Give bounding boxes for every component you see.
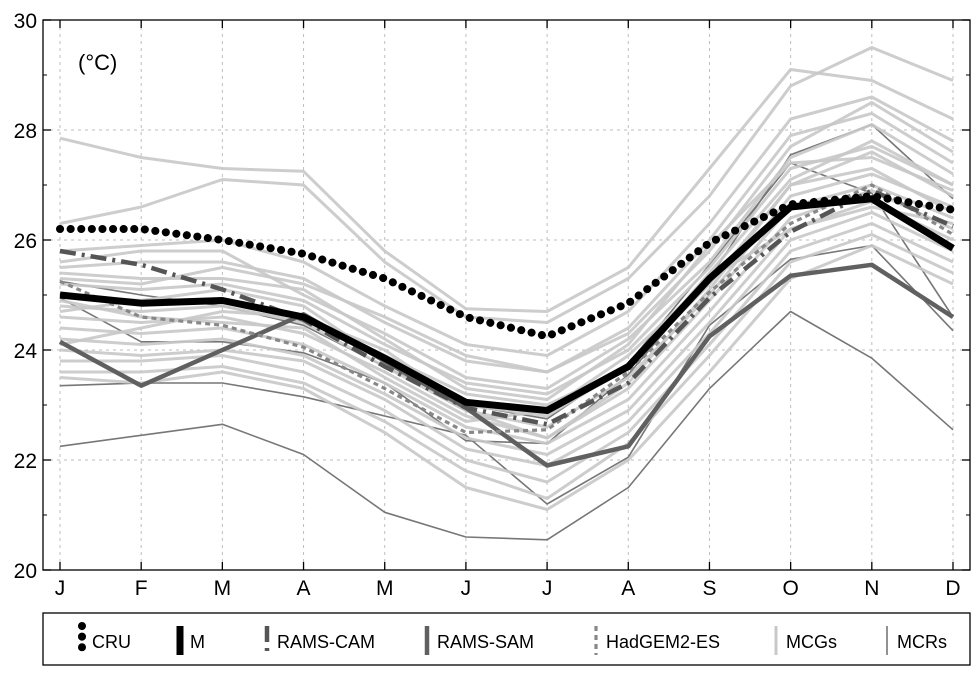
y-tick-label: 28 [14, 120, 37, 143]
x-tick-label: N [864, 577, 879, 600]
mcgs-series-group [59, 46, 954, 511]
legend-label: RAMS-CAM [277, 632, 375, 652]
x-tick-label: M [376, 577, 394, 600]
mcgs-member-line [59, 211, 954, 467]
x-tick-label: D [945, 577, 960, 600]
legend-label: MCRs [897, 632, 947, 652]
mcrs-member-line [59, 310, 954, 541]
legend-label: MCGs [786, 632, 837, 652]
m-series-line [59, 195, 955, 414]
y-tick-label: 22 [14, 450, 37, 473]
unit-label: (°C) [78, 50, 117, 75]
mcgs-member-line [59, 68, 954, 313]
mcgs-member-line [59, 123, 954, 390]
mcgs-member-line [59, 167, 954, 440]
mcgs-member-line [59, 172, 954, 429]
mcgs-member-line [59, 156, 954, 401]
x-tick-label: J [542, 577, 553, 600]
y-tick-label: 20 [14, 560, 37, 583]
y-tick-label: 24 [14, 340, 38, 363]
legend-label: CRU [92, 632, 131, 652]
mcgs-member-line [59, 112, 954, 374]
axes: 20 22 24 26 28 30 J F M A M J J A S O N D [14, 10, 970, 600]
x-tick-label: J [461, 577, 472, 600]
x-tick-label: A [297, 577, 311, 600]
mcgs-member-line [59, 145, 954, 396]
x-tick-label: S [702, 577, 716, 600]
legend-label: HadGEM2-ES [606, 632, 720, 652]
x-tick-label: A [621, 577, 635, 600]
mcgs-member-line [60, 233, 954, 500]
mcgs-member-line [59, 101, 954, 374]
legend-label: RAMS-SAM [437, 632, 534, 652]
main-series-group [56, 183, 957, 468]
hadgem2-es-series-line [59, 183, 954, 435]
rams-cam-series-line [59, 188, 954, 427]
x-tick-label: J [55, 577, 66, 600]
y-tick-label: 26 [14, 230, 37, 253]
legend: CRU M RAMS-CAM RAMS-SAM HadGEM2-ES MCGs MCRs [42, 612, 971, 666]
rams-sam-series-line [58, 262, 955, 468]
x-tick-label: O [782, 577, 798, 600]
mcgs-member-line [59, 139, 954, 418]
mcrs-member-line [59, 123, 954, 445]
x-tick-label: F [135, 577, 148, 600]
mcgs-member-line [59, 46, 954, 324]
y-tick-label: 30 [14, 10, 37, 33]
legend-label: M [190, 632, 205, 652]
x-tick-label: M [214, 577, 232, 600]
legend-box [42, 612, 971, 666]
